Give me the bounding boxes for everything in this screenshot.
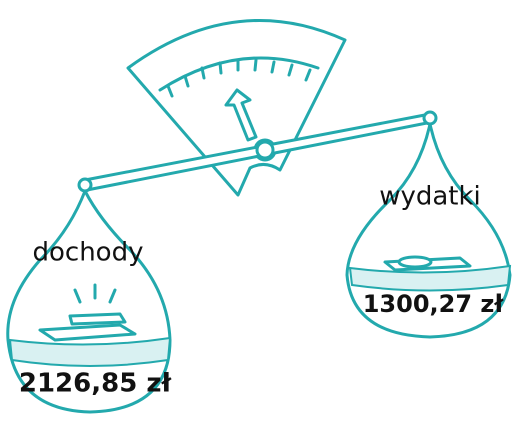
income-label: dochody	[33, 238, 144, 268]
scale-illustration: dochody 2126,85 zł wydatki 1300,27 zł	[0, 0, 517, 421]
expenses-amount: 1300,27 zł	[363, 290, 505, 318]
pivot	[257, 142, 273, 158]
income-amount: 2126,85 zł	[19, 369, 173, 399]
expenses-label: wydatki	[379, 182, 481, 212]
